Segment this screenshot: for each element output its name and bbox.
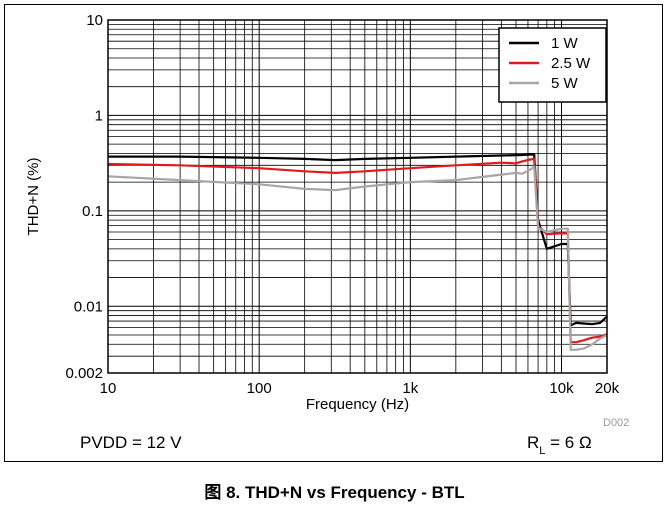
figure-caption: 图 8. THD+N vs Frequency - BTL bbox=[0, 478, 669, 503]
series-line-2-5-w bbox=[107, 157, 608, 344]
x-tick-label: 10 bbox=[100, 380, 117, 397]
load-resistance-condition: RL = 6 Ω bbox=[527, 433, 592, 457]
y-tick-label: 10 bbox=[86, 12, 103, 29]
y-tick-label: 0.1 bbox=[82, 203, 103, 220]
x-tick-label: 10k bbox=[549, 380, 574, 397]
plot-area-border bbox=[107, 19, 608, 374]
x-tick-label: 20k bbox=[595, 380, 620, 397]
y-tick-label: 0.01 bbox=[74, 298, 103, 315]
caption-text: 8. THD+N vs Frequency - BTL bbox=[221, 483, 465, 502]
chart-series bbox=[107, 153, 608, 351]
legend-label: 5 W bbox=[551, 75, 579, 92]
y-tick-label: 1 bbox=[95, 107, 103, 124]
supply-voltage-condition: PVDD = 12 V bbox=[80, 433, 182, 452]
chart-legend: 1 W 2.5 W 5 W bbox=[498, 27, 607, 103]
figure-frame bbox=[4, 4, 663, 462]
thd-vs-frequency-chart: 10 100 1k 10k 20k 10 1 0.1 0.01 0.002 1 W 2.5 W 5 W… bbox=[25, 12, 620, 413]
series-line-1-w bbox=[108, 153, 608, 327]
x-tick-label: 1k bbox=[402, 380, 418, 397]
document-id: D002 bbox=[603, 417, 630, 429]
legend-label: 2.5 W bbox=[551, 55, 591, 72]
caption-prefix: 图 bbox=[204, 483, 222, 503]
series-line-5-w bbox=[107, 165, 608, 351]
y-axis-label: THD+N (%) bbox=[25, 158, 42, 236]
y-tick-label: 0.002 bbox=[65, 365, 103, 382]
legend-box bbox=[498, 27, 607, 103]
legend-label: 1 W bbox=[551, 35, 579, 52]
x-axis-label: Frequency (Hz) bbox=[306, 396, 409, 413]
load-value: = 6 Ω bbox=[545, 433, 592, 452]
load-symbol: R bbox=[527, 433, 540, 452]
axis-tick-labels: 10 100 1k 10k 20k 10 1 0.1 0.01 0.002 bbox=[65, 12, 619, 397]
load-subscript: L bbox=[539, 445, 546, 457]
x-tick-label: 100 bbox=[247, 380, 272, 397]
